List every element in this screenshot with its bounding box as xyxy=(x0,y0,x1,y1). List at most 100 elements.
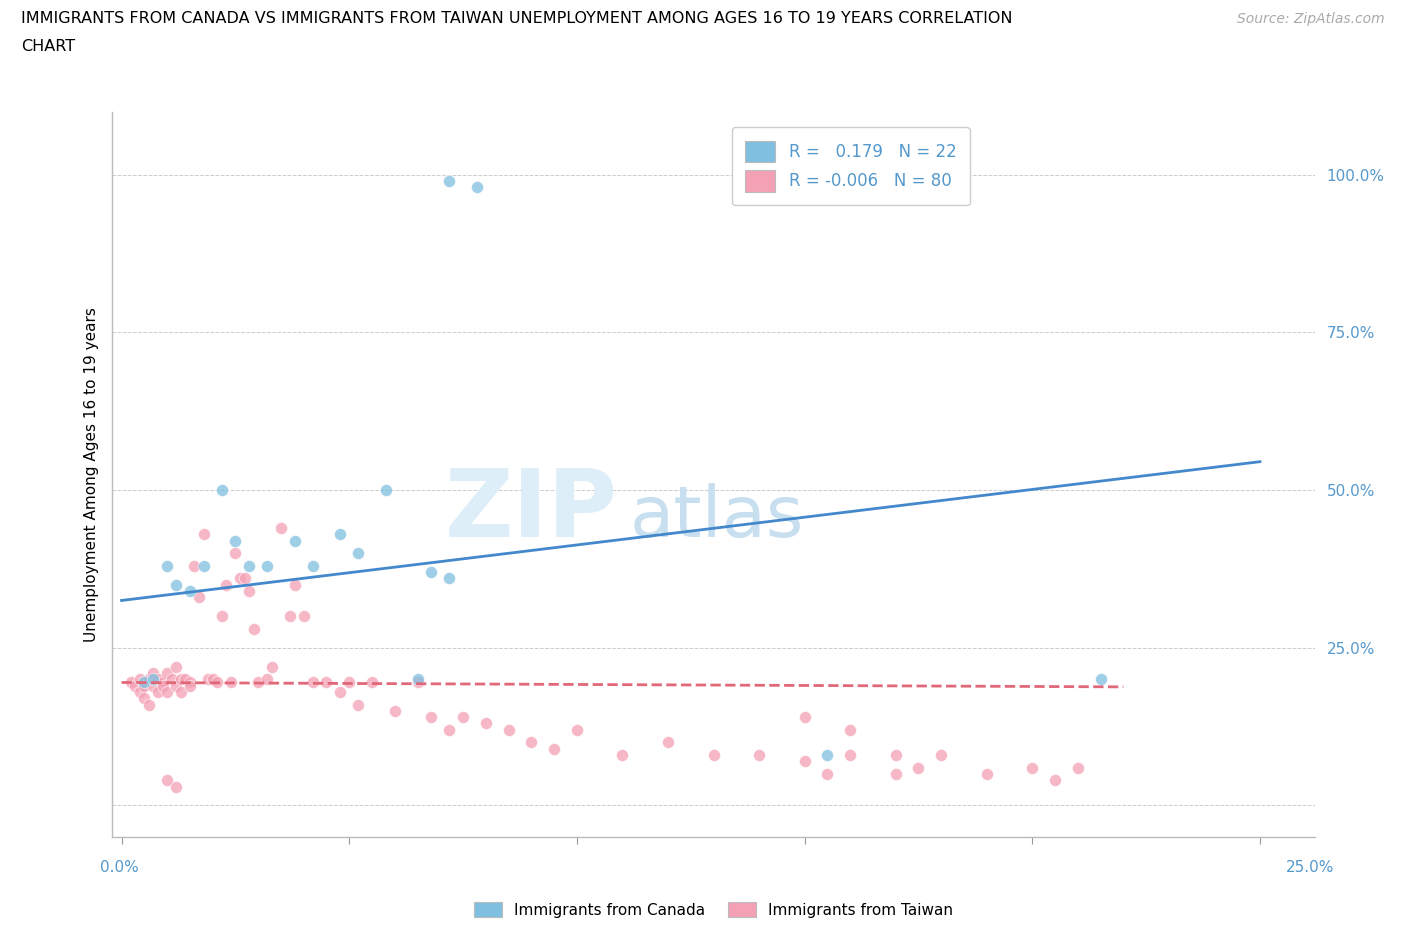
Point xyxy=(329,684,352,699)
Point xyxy=(179,678,201,693)
Point xyxy=(238,583,260,598)
Point xyxy=(156,666,179,681)
Point xyxy=(146,684,169,699)
Point xyxy=(406,675,429,690)
Point xyxy=(193,526,215,541)
Text: IMMIGRANTS FROM CANADA VS IMMIGRANTS FROM TAIWAN UNEMPLOYMENT AMONG AGES 16 TO 1: IMMIGRANTS FROM CANADA VS IMMIGRANTS FRO… xyxy=(21,11,1012,26)
Point xyxy=(134,678,156,693)
Point xyxy=(179,675,201,690)
Point xyxy=(347,698,370,712)
Point xyxy=(224,533,246,548)
Point xyxy=(219,675,242,690)
Point xyxy=(839,748,862,763)
Point xyxy=(420,710,443,724)
Point xyxy=(347,546,370,561)
Point xyxy=(160,671,183,686)
Point xyxy=(748,748,770,763)
Point xyxy=(211,483,233,498)
Point xyxy=(657,735,679,750)
Point xyxy=(256,558,278,573)
Point xyxy=(156,773,179,788)
Point xyxy=(420,565,443,579)
Legend: Immigrants from Canada, Immigrants from Taiwan: Immigrants from Canada, Immigrants from … xyxy=(468,896,959,923)
Point xyxy=(565,723,588,737)
Point xyxy=(815,766,838,781)
Point xyxy=(165,779,187,794)
Point xyxy=(929,748,952,763)
Point xyxy=(193,558,215,573)
Point xyxy=(179,583,201,598)
Text: 0.0%: 0.0% xyxy=(100,860,139,875)
Point xyxy=(270,521,292,536)
Point xyxy=(152,678,174,693)
Point xyxy=(612,748,634,763)
Point xyxy=(124,678,146,693)
Point xyxy=(256,671,278,686)
Point xyxy=(138,698,160,712)
Point xyxy=(284,533,307,548)
Point xyxy=(156,558,179,573)
Point xyxy=(1021,760,1043,775)
Point xyxy=(301,675,323,690)
Point xyxy=(793,710,815,724)
Point xyxy=(183,558,205,573)
Point xyxy=(174,671,197,686)
Point xyxy=(233,571,256,586)
Point xyxy=(170,671,193,686)
Point xyxy=(465,179,488,194)
Point xyxy=(165,659,187,674)
Point xyxy=(242,621,264,636)
Point xyxy=(134,675,156,690)
Point xyxy=(142,666,165,681)
Text: 25.0%: 25.0% xyxy=(1286,860,1334,875)
Point xyxy=(292,609,315,624)
Point xyxy=(329,526,352,541)
Point xyxy=(884,766,907,781)
Point xyxy=(156,684,179,699)
Point xyxy=(238,558,260,573)
Point xyxy=(451,710,474,724)
Point xyxy=(907,760,929,775)
Point xyxy=(224,546,246,561)
Point xyxy=(278,609,301,624)
Point xyxy=(201,671,224,686)
Text: CHART: CHART xyxy=(21,39,75,54)
Point xyxy=(475,716,498,731)
Point xyxy=(142,678,165,693)
Point xyxy=(260,659,283,674)
Point xyxy=(128,684,150,699)
Point xyxy=(170,684,193,699)
Point xyxy=(439,571,461,586)
Point xyxy=(211,609,233,624)
Point xyxy=(976,766,998,781)
Point xyxy=(337,675,360,690)
Point xyxy=(839,723,862,737)
Point xyxy=(1043,773,1066,788)
Point xyxy=(1067,760,1090,775)
Point xyxy=(793,754,815,769)
Point xyxy=(165,578,187,592)
Point xyxy=(165,678,187,693)
Point xyxy=(439,174,461,189)
Point xyxy=(702,748,725,763)
Point xyxy=(884,748,907,763)
Text: ZIP: ZIP xyxy=(444,465,617,556)
Point xyxy=(120,675,142,690)
Point xyxy=(374,483,396,498)
Point xyxy=(128,671,150,686)
Point xyxy=(134,691,156,706)
Point xyxy=(520,735,543,750)
Point xyxy=(188,590,211,604)
Point xyxy=(1090,671,1112,686)
Point xyxy=(152,675,174,690)
Point xyxy=(142,671,165,686)
Point xyxy=(315,675,337,690)
Point xyxy=(406,671,429,686)
Y-axis label: Unemployment Among Ages 16 to 19 years: Unemployment Among Ages 16 to 19 years xyxy=(83,307,98,642)
Point xyxy=(215,578,238,592)
Point xyxy=(284,578,307,592)
Point xyxy=(384,703,406,718)
Text: Source: ZipAtlas.com: Source: ZipAtlas.com xyxy=(1237,12,1385,26)
Point xyxy=(229,571,252,586)
Point xyxy=(146,671,169,686)
